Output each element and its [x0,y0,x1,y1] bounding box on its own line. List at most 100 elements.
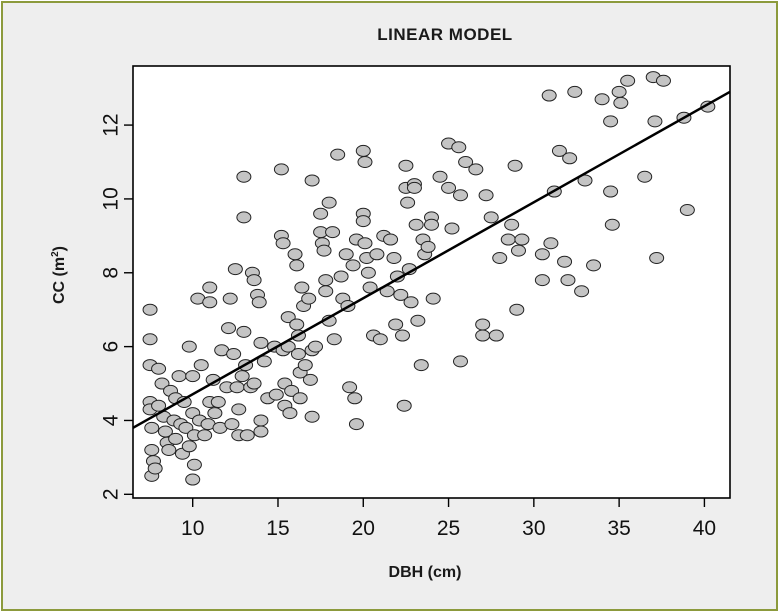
data-point [451,141,467,154]
data-point [372,333,388,346]
data-point [603,115,619,128]
data-point [171,370,187,383]
y-tick-label: 12 [100,113,123,136]
data-point [534,248,550,261]
data-point [178,421,194,434]
data-point [202,281,218,294]
data-point [567,85,583,98]
x-tick-label: 10 [181,517,204,540]
data-point [185,473,201,486]
y-tick-label: 10 [100,187,123,210]
data-point [246,274,262,287]
data-point [193,359,209,372]
data-point [398,159,414,172]
data-point [330,148,346,161]
data-point [168,432,184,445]
data-point [181,440,197,453]
data-point [400,196,416,209]
data-point [292,392,308,405]
data-point [458,156,474,168]
data-point [221,322,237,335]
data-point [289,259,305,272]
data-point [475,318,491,331]
data-point [246,377,262,390]
data-point [355,215,371,228]
data-point [509,303,525,316]
data-point [383,233,399,246]
data-point [562,152,578,165]
x-tick-label: 25 [437,517,460,540]
x-tick-label: 40 [693,517,716,540]
data-point [229,381,245,394]
data-point [202,296,218,309]
data-point [284,384,300,397]
data-point [452,189,468,202]
data-point [649,252,665,264]
data-point [483,211,499,224]
data-point [342,381,358,394]
data-point [551,144,567,157]
data-point [357,237,373,250]
data-point [541,89,557,102]
data-point [224,418,240,431]
data-point [197,429,213,442]
x-tick-label: 20 [352,517,375,540]
data-point [236,325,252,338]
data-point [280,311,296,324]
data-point [410,314,426,327]
data-point [313,207,329,220]
data-point [186,458,202,471]
data-point [326,333,342,346]
data-point [613,96,629,109]
data-point [321,196,337,209]
data-point [611,85,627,98]
data-point [239,429,255,442]
data-point [655,74,671,87]
data-point [432,170,448,183]
x-axis-label: DBH (cm) [389,564,462,581]
data-point [325,226,341,239]
data-point [468,163,484,176]
data-point [408,218,424,231]
data-point [256,355,272,368]
data-point [347,392,363,405]
chart-title: LINEAR MODEL [377,25,512,44]
data-point [507,159,523,172]
y-tick-label: 2 [100,488,123,500]
data-point [236,170,252,183]
data-point [345,259,361,272]
data-point [534,274,550,287]
data-point [231,403,247,416]
data-point [357,156,373,168]
data-point [475,329,491,342]
data-point [355,144,371,157]
data-point [207,407,223,420]
data-point [514,233,530,246]
data-point [413,359,429,372]
data-point [297,359,313,372]
x-tick-label: 30 [522,517,545,540]
data-point [151,399,167,412]
y-axis-label: CC (m2) [50,246,68,304]
y-tick-label: 4 [100,414,123,426]
data-point [406,181,422,194]
data-point [420,240,436,253]
data-point [386,252,402,264]
regression-line [132,90,731,429]
data-point [144,444,160,456]
data-point [226,348,242,360]
data-point [500,233,516,246]
data-point [308,340,324,353]
x-axis: 10 15 20 25 30 35 40 [181,498,716,540]
data-point [424,218,439,231]
data-point [161,444,177,456]
data-point [236,211,252,224]
data-point [210,396,226,408]
data-point [425,292,441,305]
data-point [360,266,376,279]
y-axis: 2 4 6 8 10 12 [100,113,133,500]
data-point [282,407,298,420]
data-point [144,421,160,434]
data-point [396,399,412,412]
